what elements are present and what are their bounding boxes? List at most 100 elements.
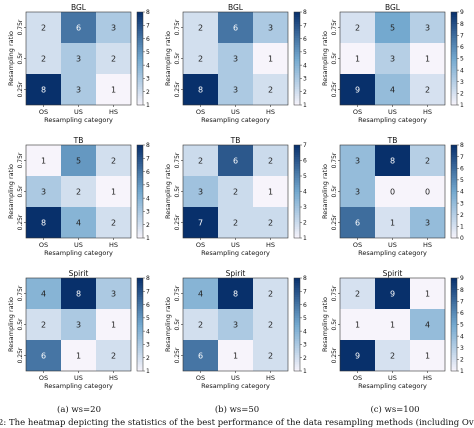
colorbar-segment	[294, 100, 300, 104]
colorbar-tick-label: 4	[303, 328, 307, 335]
cell-value-label: 6	[41, 352, 46, 361]
colorbar-segment	[451, 278, 457, 281]
colorbar-segment	[451, 287, 457, 291]
cell-value-label: 1	[425, 290, 430, 299]
colorbar-tick-label: 8	[460, 287, 464, 294]
colorbar-segment	[294, 301, 300, 304]
colorbar-segment	[294, 170, 300, 174]
colorbar-segment	[451, 226, 457, 230]
x-tick-label: OS	[196, 374, 205, 382]
colorbar-segment	[451, 147, 457, 151]
colorbar-segment	[137, 79, 143, 83]
colorbar-segment	[137, 14, 143, 18]
heatmap-cell	[183, 74, 218, 105]
colorbar-segment	[451, 37, 457, 41]
colorbar-segment	[451, 168, 457, 171]
cell-value-label: 2	[268, 321, 273, 330]
colorbar-segment	[451, 163, 457, 167]
colorbar-tick-label: 4	[460, 189, 464, 196]
y-axis-label: Resampling ratio	[7, 297, 15, 352]
heatmap-cell	[96, 340, 131, 371]
colorbar-segment	[451, 336, 457, 339]
colorbar-segment	[451, 170, 457, 174]
y-tick-label: 0.5r	[174, 318, 181, 331]
colorbar-segment	[294, 49, 300, 52]
colorbar-segment	[451, 207, 457, 211]
y-tick-label: 0.25r	[174, 347, 181, 363]
heatmap-cell	[96, 176, 131, 207]
colorbar-tick-label: 1	[303, 102, 307, 109]
colorbar-segment	[294, 368, 300, 372]
panel-title: Spirit	[69, 269, 89, 278]
y-tick-label: 0.25r	[331, 214, 338, 230]
colorbar-segment	[294, 18, 300, 22]
colorbar-tick-label: 2	[460, 91, 464, 98]
colorbar-segment	[294, 77, 300, 80]
cell-value-label: 9	[355, 86, 360, 95]
colorbar-segment	[137, 357, 143, 360]
colorbar-segment	[137, 205, 143, 209]
colorbar-segment	[451, 221, 457, 225]
x-tick-label: OS	[353, 241, 362, 249]
colorbar-segment	[137, 98, 143, 101]
cell-value-label: 4	[198, 290, 203, 299]
heatmap-cell	[340, 176, 375, 207]
x-axis-label: Resampling category	[201, 116, 270, 124]
colorbar-tick-label: 1	[146, 102, 150, 109]
y-tick-label: 0.5r	[174, 185, 181, 198]
colorbar-segment	[137, 280, 143, 284]
colorbar-segment	[294, 310, 300, 314]
cell-value-label: 8	[41, 219, 46, 228]
colorbar-segment	[451, 303, 457, 307]
colorbar-segment	[137, 65, 143, 69]
colorbar-tick-label: 4	[460, 333, 464, 340]
y-axis-label: Resampling ratio	[164, 164, 172, 219]
y-axis-label: Resampling ratio	[321, 31, 329, 86]
x-tick-label: OS	[39, 374, 48, 382]
heatmap-cell	[96, 145, 131, 176]
y-tick-label: 0.5r	[17, 52, 24, 65]
x-tick-label: OS	[196, 241, 205, 249]
x-axis-label: Resampling category	[358, 116, 427, 124]
colorbar-segment	[137, 63, 143, 66]
colorbar-segment	[137, 86, 143, 90]
x-tick-label: US	[231, 108, 240, 116]
colorbar-segment	[137, 319, 143, 323]
y-axis-label: Resampling ratio	[7, 164, 15, 219]
colorbar-segment	[451, 364, 457, 367]
colorbar-segment	[451, 100, 457, 104]
heatmap-cell	[96, 43, 131, 74]
colorbar-segment	[451, 329, 457, 332]
cell-value-label: 2	[425, 86, 430, 95]
colorbar-segment	[137, 221, 143, 225]
colorbar-segment	[451, 193, 457, 197]
cell-value-label: 1	[111, 188, 116, 197]
cell-value-label: 2	[41, 24, 46, 33]
colorbar-segment	[137, 294, 143, 297]
colorbar-segment	[294, 322, 300, 325]
colorbar-tick-label: 5	[303, 173, 307, 180]
colorbar-segment	[294, 102, 300, 106]
cell-value-label: 2	[268, 157, 273, 166]
colorbar-segment	[451, 347, 457, 351]
colorbar-segment	[294, 212, 300, 216]
colorbar-segment	[451, 86, 457, 90]
cell-value-label: 2	[198, 321, 203, 330]
colorbar-segment	[137, 72, 143, 76]
colorbar-segment	[137, 233, 143, 237]
colorbar-segment	[294, 357, 300, 360]
colorbar-tick-label: 5	[460, 322, 464, 329]
cell-value-label: 3	[233, 55, 238, 64]
colorbar-segment	[137, 278, 143, 281]
colorbar-tick-label: 1	[146, 368, 150, 375]
colorbar-frame	[136, 11, 144, 106]
colorbar-segment	[294, 284, 300, 288]
colorbar-segment	[137, 198, 143, 202]
cell-value-label: 6	[355, 219, 360, 228]
colorbar-segment	[294, 287, 300, 291]
colorbar-segment	[451, 219, 457, 223]
colorbar-segment	[451, 184, 457, 188]
cell-value-label: 1	[111, 321, 116, 330]
colorbar-segment	[137, 331, 143, 335]
